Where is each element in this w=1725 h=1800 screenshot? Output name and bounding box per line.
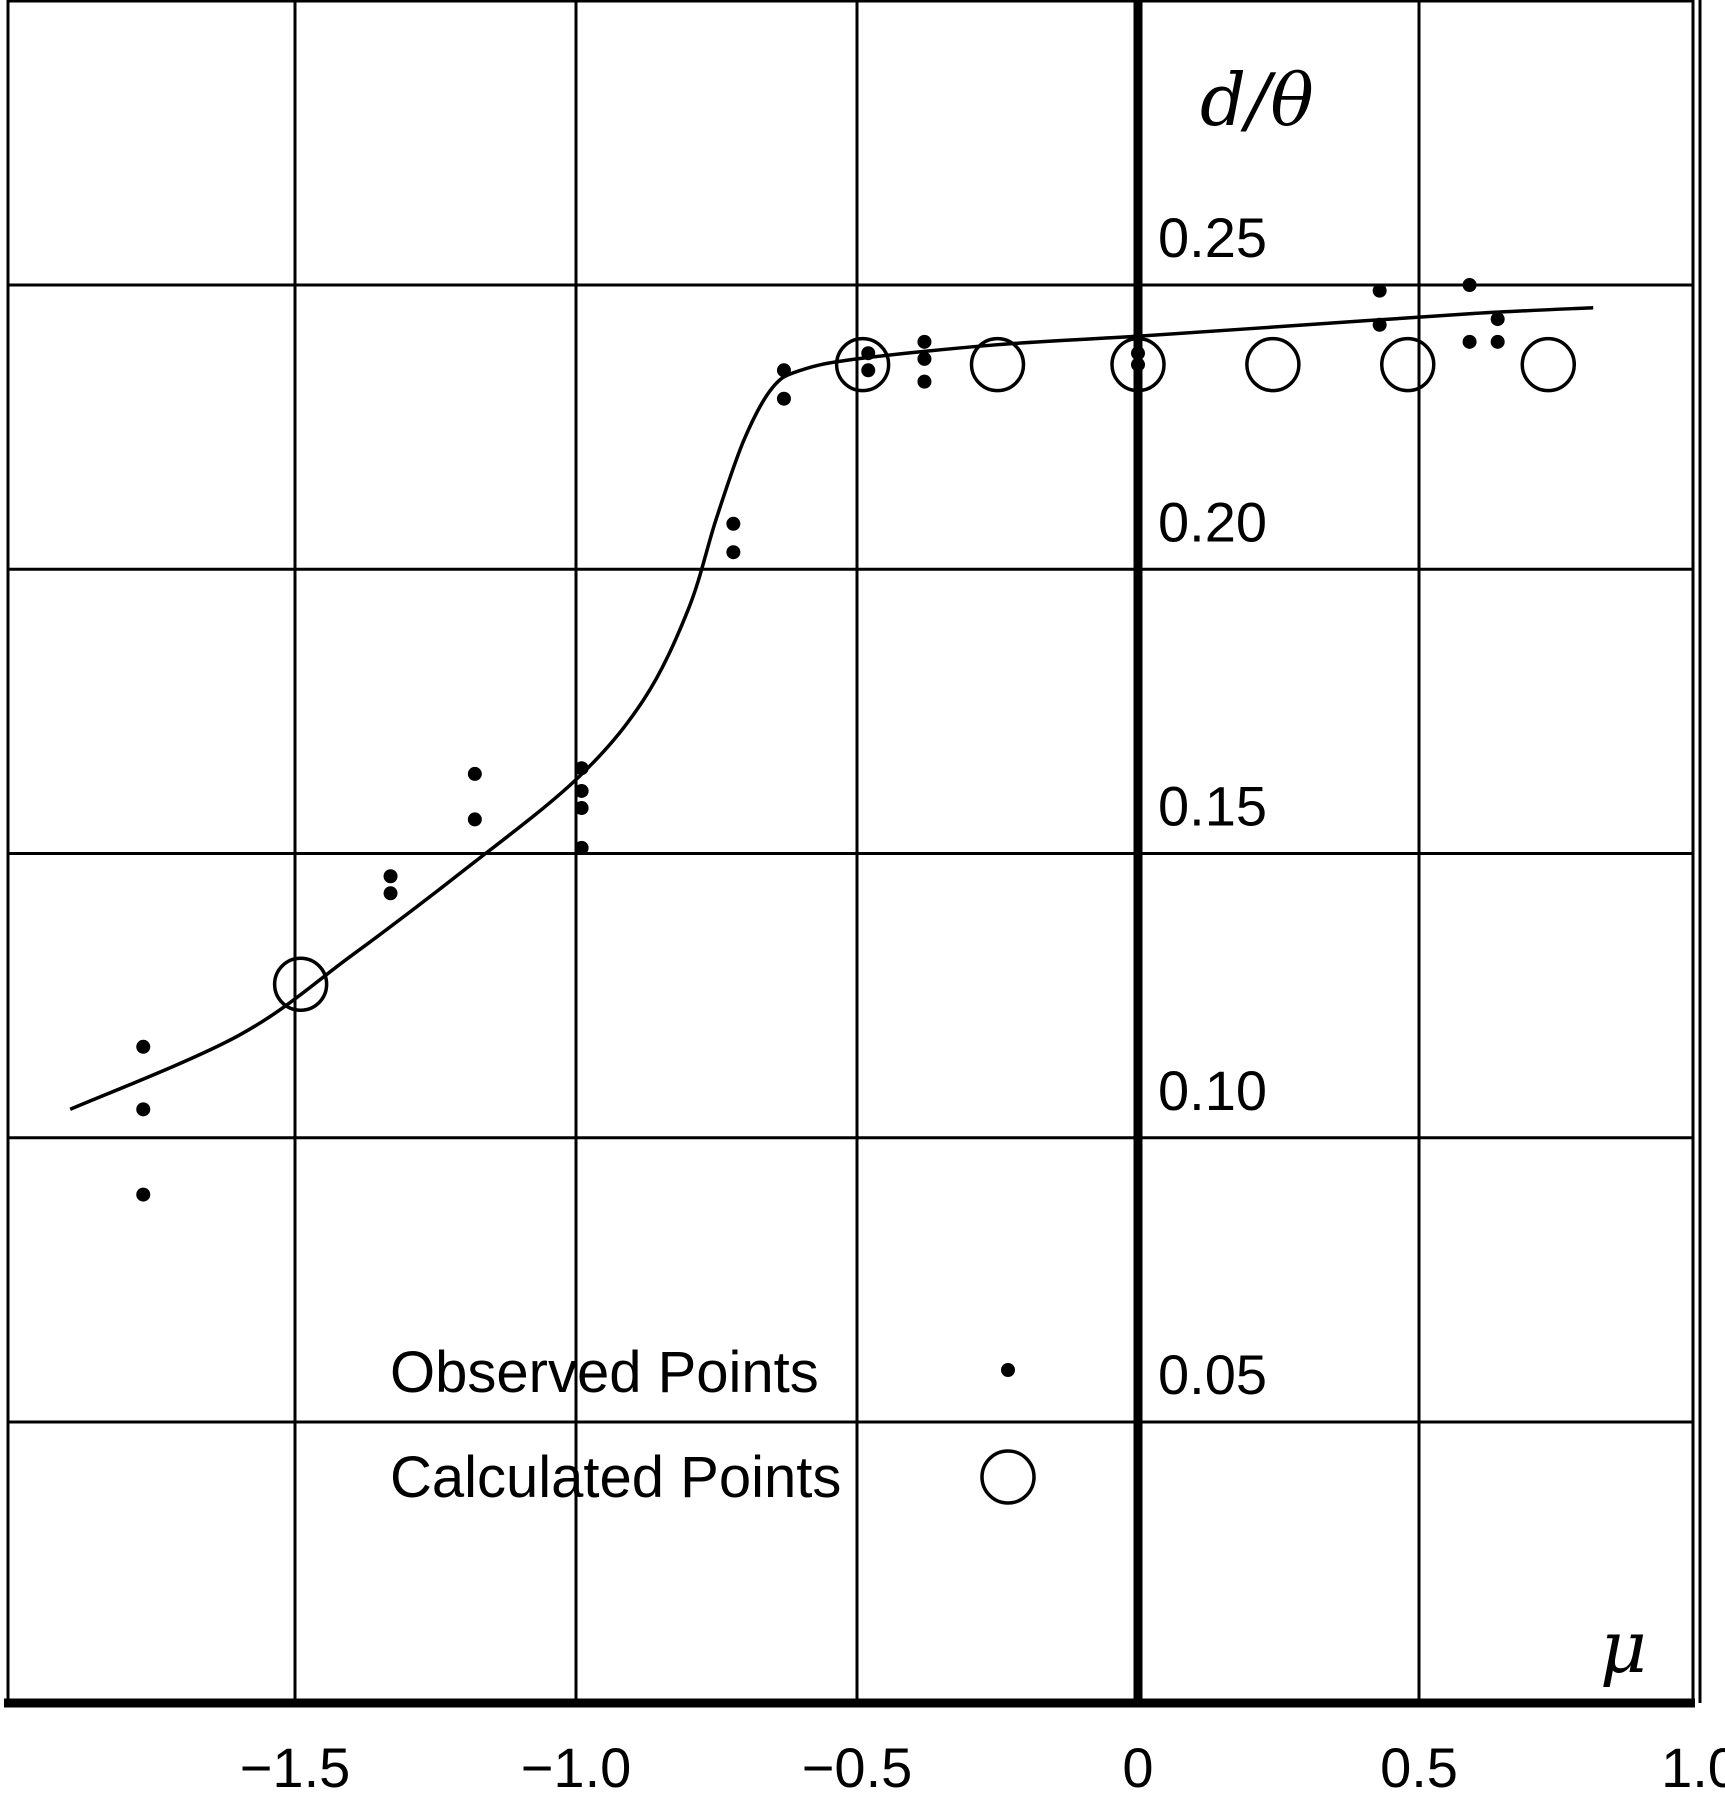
observed-point — [574, 761, 589, 776]
observed-point — [776, 363, 791, 378]
observed-point — [917, 334, 932, 349]
observed-point — [136, 1102, 151, 1117]
data-points — [136, 278, 1577, 1202]
observed-point — [574, 783, 589, 798]
observed-point — [1462, 278, 1477, 292]
calculated-point — [1520, 336, 1577, 393]
observed-point — [574, 801, 589, 816]
x-tick-label: −1.5 — [240, 1736, 351, 1799]
observed-point — [917, 374, 932, 389]
y-tick-label: 0.15 — [1158, 775, 1267, 838]
y-tick-label: 0.05 — [1158, 1343, 1267, 1406]
observed-point — [467, 812, 482, 827]
observed-point — [383, 869, 398, 884]
legend-marker-observed — [1001, 1363, 1015, 1377]
calculated-point — [1380, 336, 1436, 393]
legend-label-observed: Observed Points — [390, 1340, 819, 1405]
plot-frame — [4, 0, 1695, 1708]
x-tick-label: −0.5 — [802, 1736, 913, 1799]
legend-label-calculated: Calculated Points — [390, 1445, 841, 1510]
x-tick-label: 1.0 — [1661, 1736, 1725, 1799]
y-axis-label: d/θ — [1200, 58, 1314, 142]
x-tick-label: −1.0 — [521, 1736, 632, 1799]
fitted-curve — [69, 305, 1594, 1111]
observed-point — [1372, 283, 1387, 298]
observed-point — [726, 545, 741, 560]
observed-point — [1131, 346, 1145, 361]
y-tick-label: 0.20 — [1158, 490, 1267, 553]
x-tick-label: 0.5 — [1380, 1736, 1458, 1799]
observed-point — [574, 840, 589, 855]
observed-point — [917, 351, 932, 366]
observed-point — [136, 1187, 151, 1202]
calculated-point — [1110, 336, 1166, 393]
observed-point — [383, 886, 398, 901]
legend-marker-calculated — [980, 1449, 1036, 1505]
observed-point — [726, 516, 741, 531]
x-axis-label: μ — [1600, 1605, 1647, 1689]
observed-point — [776, 391, 791, 406]
calculated-point — [969, 336, 1026, 393]
tick-labels: −1.5 −1.0 −0.5 0 0.5 1.0 0.05 0.10 0.15 0.20 0.25 — [240, 206, 1725, 1799]
grid — [8, 0, 1702, 1703]
y-tick-label: 0.10 — [1158, 1059, 1267, 1122]
observed-point — [1131, 357, 1145, 372]
observed-point — [861, 363, 876, 378]
observed-point — [1462, 334, 1477, 349]
x-tick-label: 0 — [1122, 1736, 1153, 1799]
observed-point — [861, 346, 876, 361]
legend: Observed Points Calculated Points — [390, 1340, 1036, 1510]
y-tick-label: 0.25 — [1158, 206, 1267, 269]
observed-point — [1490, 334, 1505, 349]
calculated-point — [272, 956, 329, 1013]
observed-point — [1372, 317, 1387, 332]
fitted-curve-layer — [69, 305, 1594, 1111]
calculated-point — [1245, 336, 1301, 393]
calculated-point — [834, 336, 891, 393]
observed-point — [467, 766, 482, 781]
observed-point — [1490, 312, 1505, 327]
observed-point — [136, 1039, 151, 1054]
